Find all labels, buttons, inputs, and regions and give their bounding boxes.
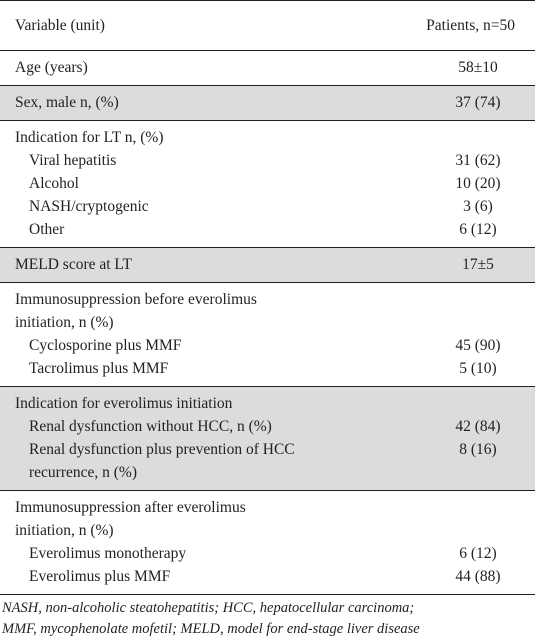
value-cell: 58±10 (385, 50, 535, 86)
table-row-immunosuppression-before: Immunosuppression before everolimus init… (0, 282, 535, 387)
table-footnote: NASH, non-alcoholic steatohepatitis; HCC… (0, 595, 535, 640)
sub-item-label: Everolimus plus MMF (29, 568, 171, 585)
variable-cell: MELD score at LT (0, 247, 385, 283)
value-label: 3 (6) (463, 198, 493, 215)
value-label: 37 (74) (455, 94, 501, 111)
sub-item-label: Other (29, 221, 65, 238)
value-cell: 42 (84) 8 (16) (385, 386, 535, 491)
value-cell: 6 (12) 44 (88) (385, 490, 535, 595)
variable-label: Sex, male n, (%) (15, 94, 119, 111)
value-label (385, 311, 535, 334)
value-cell: 31 (62) 10 (20) 3 (6) 6 (12) (385, 120, 535, 248)
table-row-sex: Sex, male n, (%) 37 (74) (0, 85, 535, 121)
footnote-line: MMF, mycophenolate mofetil; MELD, model … (2, 621, 420, 637)
table-row-indication-lt: Indication for LT n, (%) Viral hepatitis… (0, 120, 535, 248)
value-label: 45 (90) (455, 337, 501, 354)
group-heading: Indication for everolimus initiation (15, 395, 233, 412)
variable-label: Age (years) (15, 59, 88, 76)
value-label (385, 461, 535, 484)
value-label: 42 (84) (455, 418, 501, 435)
value-cell: 37 (74) (385, 85, 535, 121)
value-label: 31 (62) (455, 152, 501, 169)
table-header-row: Variable (unit) Patients, n=50 (0, 0, 535, 51)
value-label: 10 (20) (455, 175, 501, 192)
sub-item-label: recurrence, n (%) (29, 464, 137, 481)
sub-item-label: Viral hepatitis (29, 152, 117, 169)
group-heading: Indication for LT n, (%) (15, 129, 164, 146)
group-heading: Immunosuppression before everolimus (15, 291, 257, 308)
value-label: 6 (12) (459, 545, 497, 562)
table-row-immunosuppression-after: Immunosuppression after everolimus initi… (0, 490, 535, 595)
value-cell: 45 (90) 5 (10) (385, 282, 535, 387)
sub-item-label: Renal dysfunction without HCC, n (%) (29, 418, 272, 435)
sub-item-label: Alcohol (29, 175, 79, 192)
table-row-age: Age (years) 58±10 (0, 50, 535, 86)
value-label: 17±5 (462, 256, 494, 273)
value-label: 5 (10) (459, 360, 497, 377)
sub-item-label: NASH/cryptogenic (29, 198, 149, 215)
value-label: 58±10 (458, 59, 498, 76)
patient-characteristics-table: Variable (unit) Patients, n=50 Age (year… (0, 0, 535, 595)
footnote-line: NASH, non-alcoholic steatohepatitis; HCC… (2, 600, 415, 616)
variable-cell: Age (years) (0, 50, 385, 86)
variable-cell: Sex, male n, (%) (0, 85, 385, 121)
value-label (385, 126, 535, 149)
group-heading: Immunosuppression after everolimus (15, 499, 246, 516)
variable-column-header: Variable (unit) (0, 0, 385, 51)
value-label: 8 (16) (459, 441, 497, 458)
value-cell: 17±5 (385, 247, 535, 283)
patients-column-header: Patients, n=50 (385, 0, 535, 51)
variable-cell: Indication for everolimus initiation Ren… (0, 386, 385, 491)
variable-label: MELD score at LT (15, 256, 132, 273)
group-heading: initiation, n (%) (15, 522, 114, 539)
sub-item-label: Everolimus monotherapy (29, 545, 187, 562)
value-label: 44 (88) (455, 568, 501, 585)
value-label (385, 288, 535, 311)
variable-cell: Immunosuppression after everolimus initi… (0, 490, 385, 595)
sub-item-label: Renal dysfunction plus prevention of HCC (29, 441, 295, 458)
value-label (385, 496, 535, 519)
value-label (385, 519, 535, 542)
variable-cell: Immunosuppression before everolimus init… (0, 282, 385, 387)
sub-item-label: Tacrolimus plus MMF (29, 360, 169, 377)
variable-cell: Indication for LT n, (%) Viral hepatitis… (0, 120, 385, 248)
sub-item-label: Cyclosporine plus MMF (29, 337, 182, 354)
table-row-meld: MELD score at LT 17±5 (0, 247, 535, 283)
value-label (385, 392, 535, 415)
group-heading: initiation, n (%) (15, 314, 114, 331)
value-label: 6 (12) (459, 221, 497, 238)
table-row-indication-everolimus: Indication for everolimus initiation Ren… (0, 386, 535, 491)
